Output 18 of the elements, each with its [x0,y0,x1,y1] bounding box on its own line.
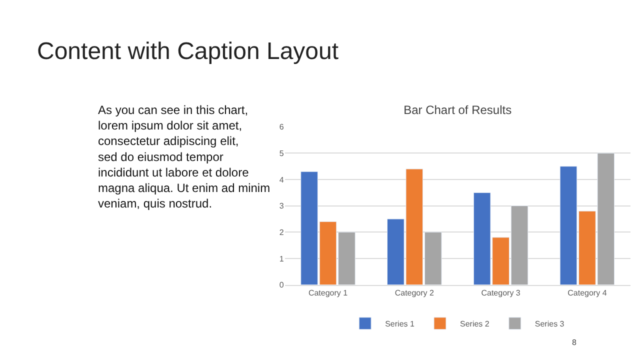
y-tick-label: 2 [279,228,284,237]
y-tick-label: 3 [279,202,284,211]
y-tick-label: 4 [279,175,284,184]
x-tick-label: Category 3 [481,288,521,298]
legend-label: Series 1 [385,320,415,329]
text: 8 [572,338,577,347]
x-tick-label: Category 1 [308,288,348,298]
legend-label: Series 2 [460,320,490,329]
x-tick-label: Category 2 [394,288,435,298]
y-tick-label: 0 [279,280,284,290]
y-tick-label: 1 [279,254,284,264]
y-tick-label: 5 [279,148,284,158]
text: As you can see in this chart, lorem ipsum dolor sit amet, consectetur adipiscing elit, sed do eiusmod tempor incididunt ut labore et dolore magna aliqua. Ut enim ad minim veniam, quis nostrud. [98,103,270,211]
text: Content with Caption Layout [37,38,339,65]
y-tick-label: 6 [279,122,284,132]
chart-title: Bar Chart of Results [404,103,512,117]
x-tick-label: Category 4 [568,288,608,298]
legend-label: Series 3 [534,320,565,329]
